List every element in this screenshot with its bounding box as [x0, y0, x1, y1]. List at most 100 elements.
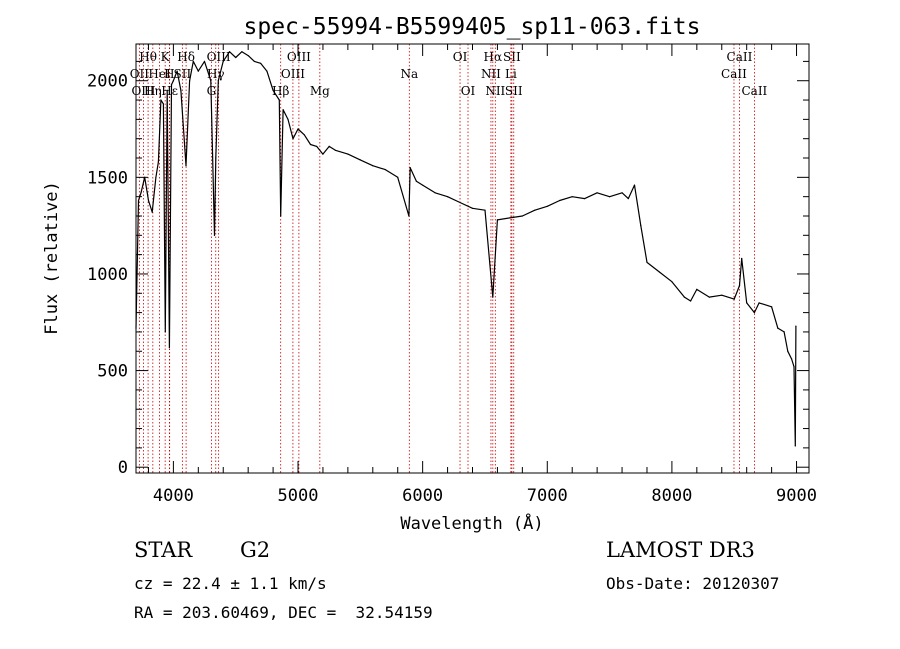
line-marker-label-11: Hγ	[207, 67, 225, 81]
y-axis: 0 500 1000 1500 2000	[87, 60, 809, 478]
line-marker-label-3: HeI	[148, 67, 171, 81]
data-point-43	[316, 145, 318, 147]
line-marker-label-2: OIII	[131, 84, 155, 98]
data-point-33	[266, 70, 268, 72]
series-group	[135, 51, 797, 447]
chart-title: spec-55994-B5599405_sp11-063.fits	[244, 14, 701, 40]
x-tick-label-3: 7000	[527, 486, 568, 506]
data-point-24	[215, 157, 217, 159]
redshift-text: cz = 22.4 ± 1.1 km/s	[134, 574, 327, 593]
data-point-48	[359, 159, 361, 161]
data-point-57	[447, 196, 449, 198]
data-point-45	[328, 145, 330, 147]
data-point-54	[415, 180, 417, 182]
data-point-46	[334, 149, 336, 151]
data-point-91	[777, 327, 779, 329]
data-point-50	[384, 169, 386, 171]
data-point-28	[235, 56, 237, 59]
line-marker-label-19: OI	[461, 84, 476, 98]
data-point-16	[180, 89, 182, 91]
line-marker-label-18: OI	[453, 50, 468, 64]
data-point-36	[280, 215, 282, 217]
x-tick-label-5: 9000	[776, 486, 817, 506]
data-point-95	[793, 366, 795, 368]
line-marker-label-25: SII	[505, 84, 523, 98]
data-point-75	[640, 225, 642, 227]
data-point-72	[621, 192, 623, 194]
data-point-58	[459, 201, 461, 204]
survey-name: LAMOST DR3	[606, 538, 755, 562]
data-point-17	[185, 165, 187, 167]
y-tick-label-4: 2000	[87, 72, 128, 92]
data-point-82	[708, 296, 710, 298]
data-point-32	[260, 62, 262, 64]
data-point-11	[166, 89, 168, 91]
line-marker-label-20: Hα	[484, 50, 503, 64]
data-point-49	[372, 165, 374, 167]
x-tick-label-1: 5000	[278, 486, 319, 506]
data-point-70	[596, 192, 598, 194]
line-marker-label-16: Mg	[310, 84, 330, 98]
data-point-67	[559, 199, 561, 202]
data-point-10	[164, 331, 166, 333]
data-point-60	[484, 209, 486, 211]
data-point-41	[303, 134, 305, 136]
data-point-86	[741, 257, 743, 260]
data-point-51	[397, 176, 399, 178]
x-tick-label-0: 4000	[153, 486, 194, 506]
line-marker-label-27: CaII	[721, 67, 747, 81]
data-point-44	[322, 153, 324, 155]
data-point-7	[157, 161, 159, 163]
plot-frame	[135, 43, 810, 474]
data-point-79	[683, 296, 686, 298]
y-axis-label: Flux (relative)	[42, 181, 62, 335]
data-point-23	[213, 234, 216, 236]
line-marker-label-24: Li	[505, 67, 517, 81]
data-point-77	[658, 271, 661, 273]
data-point-97	[795, 325, 797, 327]
x-axis-label: Wavelength (Å)	[400, 512, 543, 534]
line-marker-label-6: H	[164, 67, 174, 81]
data-point-31	[253, 60, 255, 63]
line-markers: HθOIIOIIIHeIHηKHHδSIIHεOIIIHγGOIIIOIIIHβ…	[130, 44, 768, 473]
data-point-27	[228, 51, 231, 53]
line-marker-label-9: Hε	[161, 84, 178, 98]
data-point-22	[210, 80, 212, 82]
line-marker-label-26: CaII	[727, 50, 753, 64]
y-tick-label-1: 500	[97, 362, 128, 382]
x-axis: 4000 5000 6000 7000 8000 9000	[147, 44, 817, 506]
data-point-21	[203, 60, 206, 63]
data-point-25	[217, 80, 219, 82]
data-point-78	[671, 281, 673, 283]
data-point-5	[151, 211, 153, 213]
data-point-15	[176, 70, 178, 72]
data-point-47	[347, 153, 349, 155]
data-point-64	[521, 215, 524, 217]
data-point-53	[409, 167, 411, 169]
y-tick-label-0: 0	[118, 458, 128, 478]
data-point-87	[746, 302, 748, 304]
data-point-69	[584, 198, 586, 200]
data-point-52	[408, 215, 410, 217]
data-point-8	[160, 99, 162, 101]
data-point-4	[147, 199, 150, 202]
line-marker-label-7: Hδ	[177, 50, 195, 64]
data-point-63	[509, 217, 511, 219]
data-point-94	[791, 358, 793, 360]
line-marker-label-28: CaII	[741, 84, 767, 98]
data-point-93	[787, 350, 789, 352]
data-point-85	[738, 285, 741, 287]
x-tick-label-4: 8000	[651, 486, 692, 506]
data-point-42	[309, 143, 312, 146]
data-point-1	[137, 199, 140, 202]
line-marker-label-0: Hθ	[139, 50, 157, 64]
data-point-2	[140, 192, 142, 194]
coordinates: RA = 203.60469, DEC = 32.54159	[134, 603, 433, 622]
data-point-14	[172, 80, 174, 82]
data-point-88	[753, 312, 756, 314]
data-point-12	[168, 346, 170, 348]
data-point-29	[241, 51, 243, 53]
y-tick-label-3: 1500	[87, 168, 128, 188]
data-point-66	[546, 205, 548, 207]
